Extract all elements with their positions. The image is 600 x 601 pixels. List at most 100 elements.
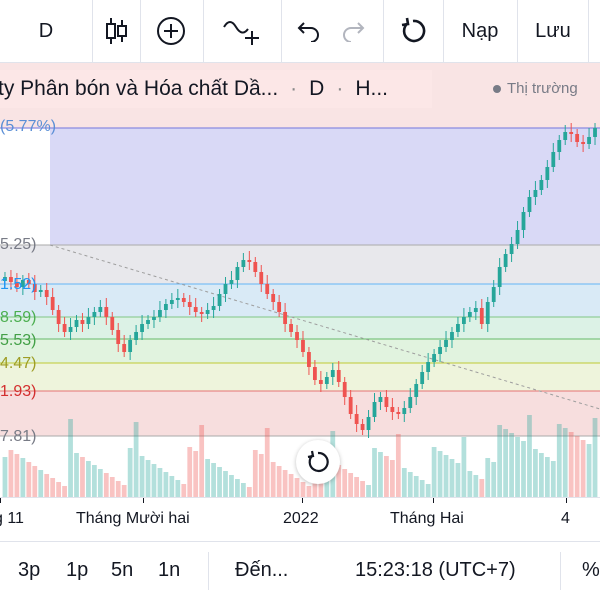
reset-toolbar-button[interactable]: [384, 0, 442, 62]
volume-bar: [592, 418, 598, 497]
volume-bar: [74, 453, 79, 497]
candle-body: [223, 284, 228, 294]
candle-body: [68, 327, 73, 332]
fib-label-1: (5.77%): [0, 118, 57, 135]
fib-band-blue: [0, 284, 600, 317]
candle-body: [116, 330, 121, 344]
volume-bar: [14, 454, 20, 497]
add-indicator-button[interactable]: [141, 0, 201, 62]
symbol-legend[interactable]: ty Phân bón và Hóa chất Dầ... · D · H...: [0, 70, 432, 108]
legend-exchange[interactable]: H...: [355, 77, 389, 100]
volume-bar: [461, 437, 467, 497]
volume-bar: [270, 462, 276, 497]
volume-bar: [20, 458, 26, 497]
candle-body: [187, 302, 192, 307]
volume-bar: [568, 432, 574, 497]
fib-label-8: 7.81): [0, 428, 37, 445]
candle-body: [140, 324, 144, 332]
candle-body: [479, 308, 484, 324]
volume-bar: [407, 472, 413, 497]
candle-body: [277, 302, 282, 312]
goto-date-button[interactable]: Đến...: [235, 559, 289, 581]
redo-button[interactable]: [330, 0, 378, 62]
candle-body: [301, 340, 305, 352]
load-layout-button[interactable]: Nạp: [444, 0, 516, 62]
fib-band-green2: [0, 339, 600, 363]
volume-bar: [389, 460, 395, 497]
candle-body: [378, 397, 383, 402]
undo-button[interactable]: [284, 0, 332, 62]
candle-body: [271, 294, 276, 302]
volume-bar: [175, 480, 181, 497]
candle-body: [575, 134, 580, 142]
volume-bar: [2, 457, 8, 497]
time-label-nov: g 11: [0, 510, 24, 527]
volume-bar: [32, 466, 38, 497]
compare-button[interactable]: [204, 0, 280, 62]
volume-bar: [574, 436, 580, 497]
candle-body: [485, 302, 490, 324]
time-tick: [143, 498, 144, 503]
candle-body: [491, 287, 496, 302]
range-1m-button[interactable]: 1p: [66, 559, 89, 581]
volume-bar: [562, 428, 568, 497]
candle-body: [593, 128, 597, 137]
candle-body: [444, 340, 448, 347]
interval-button[interactable]: D: [0, 0, 92, 62]
fib-label-7: 1.93): [0, 383, 37, 400]
volume-bar: [97, 469, 103, 497]
candle-body: [366, 417, 371, 430]
candle-body: [241, 260, 246, 267]
candle-body: [527, 197, 532, 212]
range-1d-button[interactable]: 1n: [158, 559, 181, 581]
volume-bar: [431, 447, 437, 497]
volume-bar: [139, 456, 145, 497]
range-3m-button[interactable]: 3p: [18, 559, 41, 581]
candle-body: [330, 370, 335, 377]
candle-body: [509, 244, 514, 254]
save-layout-button[interactable]: Lưu: [518, 0, 588, 62]
candle-body: [497, 267, 502, 287]
volume-bar: [103, 473, 109, 497]
market-status[interactable]: Thị trường: [493, 80, 578, 97]
volume-bar: [127, 448, 133, 497]
candle-body: [396, 412, 401, 414]
volume-bar: [378, 452, 383, 497]
candle-body: [146, 320, 150, 324]
volume-bar: [509, 433, 514, 497]
symbol-name[interactable]: ty Phân bón và Hóa chất Dầ...: [0, 77, 279, 100]
candle-body: [265, 284, 270, 294]
price-chart[interactable]: [0, 62, 600, 497]
candle-body: [205, 310, 210, 314]
percent-toggle[interactable]: %: [582, 559, 600, 581]
candle-body: [199, 312, 204, 314]
redo-icon: [343, 22, 365, 42]
volume-bar: [68, 419, 73, 497]
volume-bar: [300, 482, 306, 497]
time-tick: [0, 498, 1, 503]
volume-bar: [395, 434, 401, 497]
volume-bar: [306, 486, 312, 497]
volume-bar: [372, 448, 377, 497]
candle-body: [545, 167, 550, 180]
chart-pane[interactable]: [0, 62, 600, 497]
candle-body: [563, 132, 568, 140]
chart-type-button[interactable]: [93, 0, 138, 62]
time-tick: [302, 498, 303, 503]
volume-bar: [538, 453, 544, 497]
volume-bar: [354, 477, 360, 497]
range-5d-button[interactable]: 5n: [111, 559, 134, 581]
candle-body: [259, 272, 264, 284]
compare-icon: [223, 21, 259, 45]
fib-band-yellow: [0, 363, 600, 391]
time-axis[interactable]: g 11 Tháng Mười hai 2022 Tháng Hai 4: [0, 497, 600, 542]
volume-bar: [455, 463, 461, 497]
volume-bar: [384, 456, 389, 497]
candle-body: [152, 317, 156, 320]
volume-bar: [401, 468, 407, 497]
toolbar-divider-2: [140, 0, 141, 62]
legend-interval[interactable]: D: [309, 77, 325, 100]
clock-timezone[interactable]: 15:23:18 (UTC+7): [355, 559, 516, 581]
reset-chart-button[interactable]: [296, 440, 340, 484]
candle-body: [80, 320, 85, 324]
